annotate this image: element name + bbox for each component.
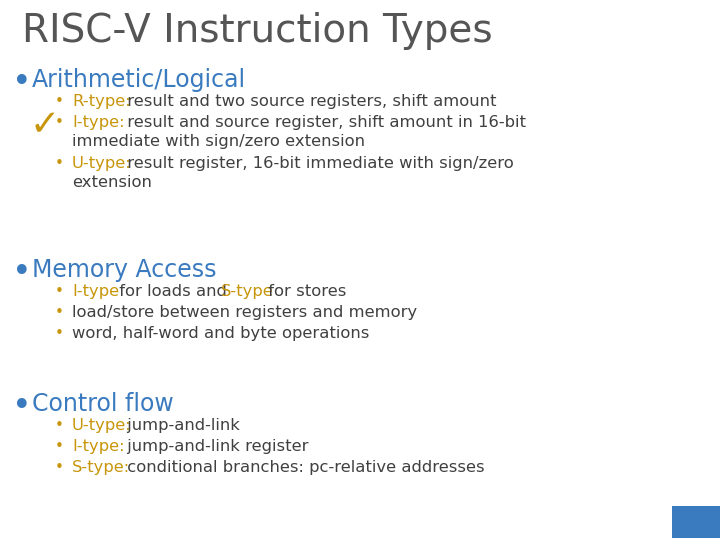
Text: Arithmetic/Logical: Arithmetic/Logical [32,68,246,92]
Text: for stores: for stores [264,284,346,299]
Text: result and source register, shift amount in 16-bit: result and source register, shift amount… [122,115,526,130]
Text: Control flow: Control flow [32,392,174,416]
Text: result register, 16-bit immediate with sign/zero: result register, 16-bit immediate with s… [122,156,513,171]
Text: •: • [12,390,32,423]
Text: •: • [55,418,64,433]
Text: RISC-V Instruction Types: RISC-V Instruction Types [22,12,492,50]
Text: 45: 45 [685,8,708,26]
Text: Memory Access: Memory Access [32,258,217,282]
Text: •: • [55,115,64,130]
Text: I-type:: I-type: [72,439,125,454]
Text: •: • [55,460,64,475]
Text: for loads and: for loads and [114,284,233,299]
Text: U-type:: U-type: [72,418,132,433]
Text: •: • [12,256,32,289]
Text: load/store between registers and memory: load/store between registers and memory [72,305,418,320]
Text: S-type: S-type [220,284,274,299]
Text: •: • [12,66,32,99]
Text: jump-and-link register: jump-and-link register [122,439,308,454]
Text: immediate with sign/zero extension: immediate with sign/zero extension [72,134,365,149]
Text: •: • [55,439,64,454]
Text: word, half-word and byte operations: word, half-word and byte operations [72,326,369,341]
Text: •: • [55,156,64,171]
Text: conditional branches: pc-relative addresses: conditional branches: pc-relative addres… [122,460,484,475]
Text: •: • [55,94,64,109]
Text: R-type:: R-type: [72,94,130,109]
Text: S-type:: S-type: [72,460,130,475]
Text: •: • [55,284,64,299]
Text: result and two source registers, shift amount: result and two source registers, shift a… [122,94,496,109]
Text: jump-and-link: jump-and-link [122,418,240,433]
Text: ✓: ✓ [30,108,60,142]
Text: •: • [55,326,64,341]
Text: I-type: I-type [72,284,119,299]
Text: U-type:: U-type: [72,156,132,171]
Text: •: • [55,305,64,320]
Text: I-type:: I-type: [72,115,125,130]
Text: extension: extension [72,175,152,190]
